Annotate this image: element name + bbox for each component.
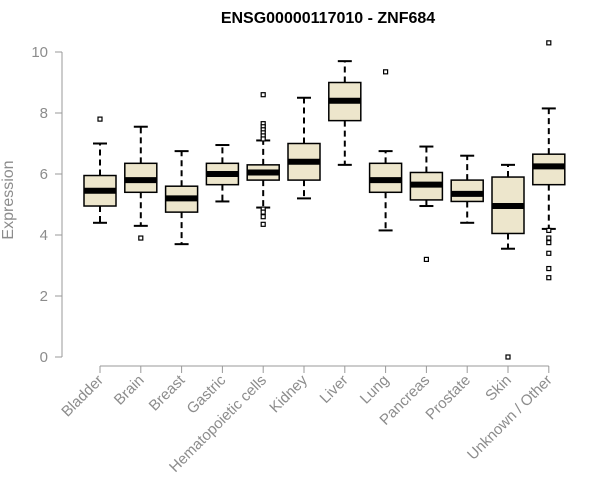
y-tick-label: 8 xyxy=(40,105,48,122)
y-axis: 0 2 4 6 8 10 xyxy=(31,44,63,366)
box-0 xyxy=(83,116,117,224)
outlier-point xyxy=(260,209,266,215)
x-tick-label: Bladder xyxy=(58,372,107,421)
x-tick-label: Kidney xyxy=(266,371,311,416)
y-tick-label: 0 xyxy=(40,349,48,366)
outlier-point xyxy=(423,256,429,262)
box-2 xyxy=(164,150,199,246)
x-tick-label: Breast xyxy=(146,371,189,414)
chart-title: ENSG00000117010 - ZNF684 xyxy=(221,10,435,27)
y-tick-label: 4 xyxy=(40,227,48,244)
y-axis-label: Expression xyxy=(0,160,17,239)
outlier-point xyxy=(138,235,144,241)
outlier-point xyxy=(260,136,266,142)
box-11 xyxy=(532,40,566,281)
y-tick-label: 6 xyxy=(40,166,48,183)
box-6 xyxy=(328,60,362,166)
boxes xyxy=(83,40,566,360)
box-7 xyxy=(368,69,403,232)
outlier-point xyxy=(546,235,552,241)
outlier-point xyxy=(546,250,552,256)
y-tick-label: 2 xyxy=(40,288,48,305)
outlier-point xyxy=(260,214,266,220)
outlier-point xyxy=(97,116,103,122)
box-9 xyxy=(450,154,484,224)
box-10 xyxy=(491,163,525,360)
y-tick-label: 10 xyxy=(31,44,48,61)
outlier-point xyxy=(546,265,552,272)
outlier-point xyxy=(383,69,389,75)
outlier-point xyxy=(260,92,266,98)
x-tick-label: Brain xyxy=(111,372,148,409)
outlier-point xyxy=(260,221,266,227)
box-4 xyxy=(246,92,280,227)
outlier-point xyxy=(546,40,552,46)
outlier-point xyxy=(546,240,552,246)
x-tick-label: Prostate xyxy=(422,372,474,424)
x-tick-label: Lung xyxy=(357,372,393,408)
x-tick-label: Skin xyxy=(482,372,515,405)
outlier-point xyxy=(505,354,511,360)
box-8 xyxy=(409,145,444,262)
outlier-point xyxy=(546,227,552,234)
iqr-box xyxy=(532,153,566,186)
box-5 xyxy=(287,96,321,200)
iqr-box xyxy=(450,179,484,203)
outlier-point xyxy=(546,275,552,281)
box-3 xyxy=(205,144,240,203)
x-tick-label: Liver xyxy=(317,372,352,407)
box-1 xyxy=(124,125,158,241)
